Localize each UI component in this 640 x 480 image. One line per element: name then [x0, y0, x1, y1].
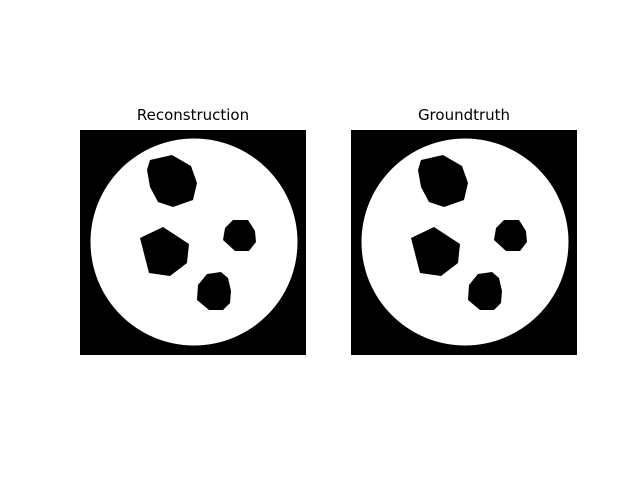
- reconstruction-image: [80, 130, 306, 355]
- groundtruth-image: [351, 130, 577, 355]
- reconstruction-title: Reconstruction: [136, 106, 250, 124]
- reconstruction-hole-top-left: [147, 155, 197, 207]
- groundtruth-hole-bottom: [468, 272, 502, 310]
- reconstruction-disk: [90, 138, 298, 346]
- groundtruth-hole-right: [494, 220, 527, 251]
- reconstruction-hole-middle-left: [140, 227, 189, 276]
- reconstruction-hole-bottom: [197, 272, 231, 310]
- groundtruth-title: Groundtruth: [417, 106, 511, 124]
- groundtruth-hole-top-left: [418, 155, 468, 207]
- groundtruth-hole-middle-left: [411, 227, 460, 276]
- groundtruth-disk: [361, 138, 569, 346]
- reconstruction-hole-right: [223, 220, 256, 251]
